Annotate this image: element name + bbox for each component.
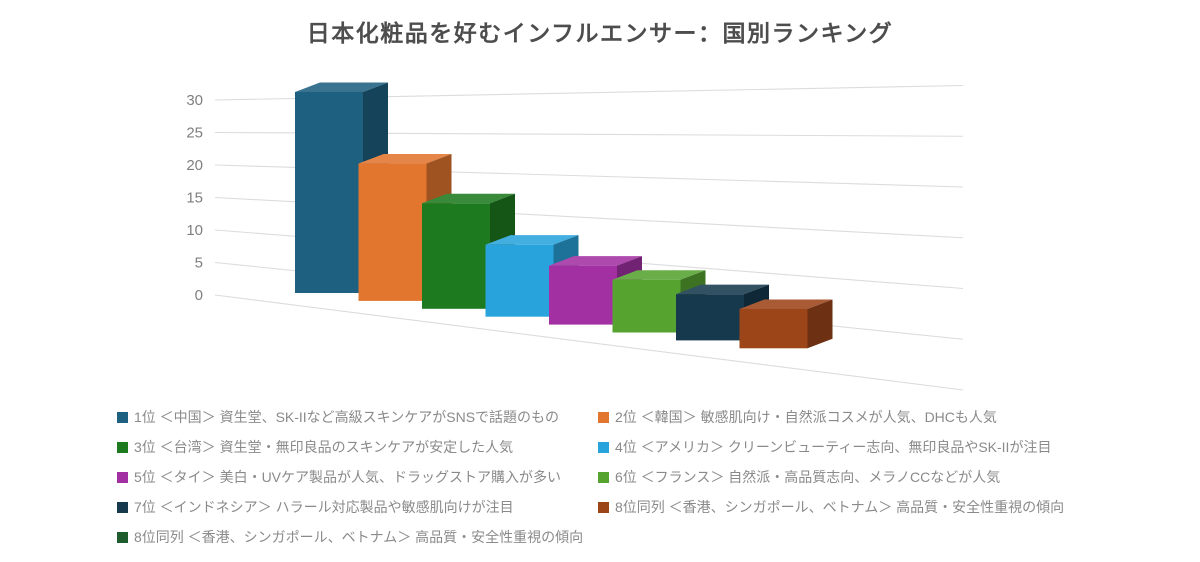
bar-top-face: [485, 235, 579, 245]
legend-item-label: 3位 ＜台湾＞ 資生堂・無印良品のスキンケアが安定した人気: [134, 439, 514, 455]
bar-front-face: [549, 265, 617, 325]
legend-item: 3位 ＜台湾＞ 資生堂・無印良品のスキンケアが安定した人気: [117, 438, 598, 457]
bar-front-face: [358, 163, 427, 301]
y-axis-tick-label: 5: [195, 255, 203, 272]
legend-item: 4位 ＜アメリカ＞ クリーンビューティー志向、無印良品やSK-IIが注目: [598, 438, 1137, 457]
y-axis-tick-label: 10: [186, 222, 203, 239]
bar-top-face: [676, 284, 769, 295]
legend-swatch-icon: [598, 412, 609, 423]
legend-item: 5位 ＜タイ＞ 美白・UVケア製品が人気、ドラッグストア購入が多い: [117, 468, 598, 487]
legend-item-label: 6位 ＜フランス＞ 自然派・高品質志向、メラノCCなどが人気: [615, 469, 1001, 485]
y-axis-tick-label: 30: [186, 92, 203, 109]
gridline: [214, 294, 964, 391]
legend-item-label: 1位 ＜中国＞ 資生堂、SK-IIなど高級スキンケアがSNSで話題のもの: [134, 409, 560, 425]
y-axis-tick-label: 20: [186, 157, 203, 174]
legend: 1位 ＜中国＞ 資生堂、SK-IIなど高級スキンケアがSNSで話題のもの 2位 …: [117, 408, 1137, 547]
y-axis-tick-label: 0: [195, 287, 203, 304]
bar-top-face: [422, 193, 515, 204]
legend-swatch-icon: [117, 442, 128, 453]
legend-item-label: 5位 ＜タイ＞ 美白・UVケア製品が人気、ドラッグストア購入が多い: [134, 469, 562, 485]
bar-top-face: [358, 154, 452, 164]
legend-item-label: 7位 ＜インドネシア＞ ハラール対応製品や敏感肌向けが注目: [134, 499, 514, 515]
legend-item-label: 2位 ＜韓国＞ 敏感肌向け・自然派コスメが人気、DHCも人気: [615, 409, 997, 425]
bar-top-face: [295, 82, 388, 92]
bar-front-face: [676, 294, 744, 341]
legend-swatch-icon: [598, 472, 609, 483]
legend-item: 8位同列 ＜香港、シンガポール、ベトナム＞ 高品質・安全性重視の傾向: [598, 498, 1137, 517]
bar-side-face: [807, 299, 833, 349]
bar-front-face: [612, 279, 681, 333]
legend-item: 1位 ＜中国＞ 資生堂、SK-IIなど高級スキンケアがSNSで話題のもの: [117, 408, 598, 427]
y-axis-tick-label: 25: [186, 125, 203, 142]
bar-top-face: [739, 299, 833, 309]
legend-swatch-icon: [117, 502, 128, 513]
legend-item: 2位 ＜韓国＞ 敏感肌向け・自然派コスメが人気、DHCも人気: [598, 408, 1137, 427]
legend-swatch-icon: [598, 442, 609, 453]
legend-item: 6位 ＜フランス＞ 自然派・高品質志向、メラノCCなどが人気: [598, 468, 1137, 487]
chart-title: 日本化粧品を好むインフルエンサー：国別ランキング: [306, 20, 894, 46]
bar-top-face: [612, 270, 706, 280]
legend-item-label: 8位同列 ＜香港、シンガポール、ベトナム＞ 高品質・安全性重視の傾向: [134, 529, 584, 545]
legend-item-label: 8位同列 ＜香港、シンガポール、ベトナム＞ 高品質・安全性重視の傾向: [615, 499, 1065, 515]
legend-item: 7位 ＜インドネシア＞ ハラール対応製品や敏感肌向けが注目: [117, 498, 598, 517]
legend-swatch-icon: [117, 412, 128, 423]
y-axis-tick-label: 15: [186, 190, 203, 207]
legend-swatch-icon: [117, 532, 128, 543]
legend-swatch-icon: [598, 502, 609, 513]
legend-item-label: 4位 ＜アメリカ＞ クリーンビューティー志向、無印良品やSK-IIが注目: [615, 439, 1052, 455]
legend-item: 8位同列 ＜香港、シンガポール、ベトナム＞ 高品質・安全性重視の傾向: [117, 528, 598, 547]
legend-swatch-icon: [117, 472, 128, 483]
bar-front-face: [295, 92, 363, 293]
bar-front-face: [422, 203, 490, 309]
bar-front-face: [739, 308, 808, 349]
bar-top-face: [549, 256, 642, 266]
bar-front-face: [485, 244, 554, 317]
